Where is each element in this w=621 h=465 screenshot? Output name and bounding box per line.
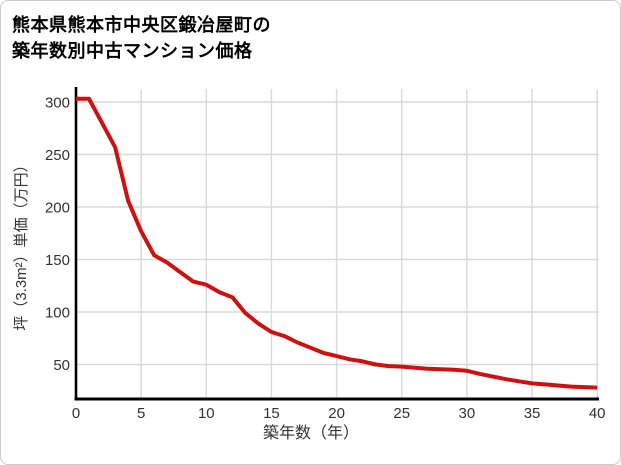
y-tick-label: 250 [45, 147, 70, 164]
chart-title-line2: 築年数別中古マンション価格 [12, 41, 253, 61]
x-tick-label: 30 [459, 405, 476, 422]
y-tick-label: 200 [45, 200, 70, 217]
x-tick-label: 35 [524, 405, 541, 422]
x-tick-label: 10 [198, 405, 215, 422]
tick-labels: 50 100 150 200 250 300 0 5 10 15 20 25 30 35 40 [45, 95, 606, 423]
chart-title-line1: 熊本県熊本市中央区鍛冶屋町の [12, 15, 271, 35]
x-tick-label: 5 [137, 405, 145, 422]
x-tick-label: 20 [328, 405, 345, 422]
x-tick-label: 25 [393, 405, 410, 422]
price-line [76, 96, 598, 390]
y-axis-title: 坪（3.3m²）単価（万円） [13, 157, 30, 330]
x-tick-label: 40 [589, 405, 606, 422]
y-tick-label: 150 [45, 252, 70, 269]
y-tick-label: 300 [45, 95, 70, 112]
gridlines [76, 89, 599, 398]
y-tick-label: 100 [45, 305, 70, 322]
chart-title: 熊本県熊本市中央区鍛冶屋町の 築年数別中古マンション価格 [12, 12, 271, 64]
x-axis-title: 築年数（年） [263, 424, 359, 442]
x-tick-label: 0 [72, 405, 80, 422]
x-tick-label: 15 [263, 405, 280, 422]
y-tick-label: 50 [53, 357, 70, 374]
